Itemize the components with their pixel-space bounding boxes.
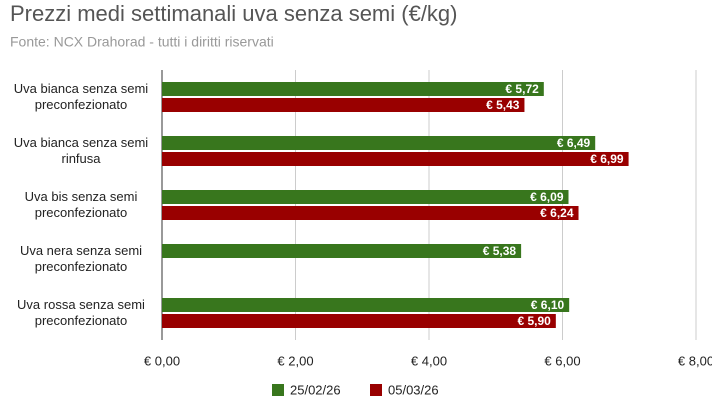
bar xyxy=(162,206,579,220)
bar xyxy=(162,82,544,96)
data-label: € 6,49 xyxy=(557,136,591,150)
bar xyxy=(162,190,569,204)
x-tick-label: € 2,00 xyxy=(277,353,313,368)
x-tick-label: € 8,00 xyxy=(678,353,712,368)
chart-subtitle: Fonte: NCX Drahorad - tutti i diritti ri… xyxy=(10,34,274,50)
bar xyxy=(162,244,522,258)
legend-label: 25/02/26 xyxy=(290,382,341,397)
data-label: € 6,09 xyxy=(530,190,564,204)
bar xyxy=(162,98,525,112)
data-label: € 5,38 xyxy=(483,244,517,258)
x-tick-label: € 0,00 xyxy=(144,353,180,368)
y-tick-label: Uva bianca senza semi rinfusa xyxy=(13,135,149,166)
y-tick-label: Uva bis senza semi preconfezionato xyxy=(24,189,138,220)
bar xyxy=(162,314,556,328)
bar xyxy=(162,152,629,166)
data-label: € 5,43 xyxy=(486,98,520,112)
legend-swatch xyxy=(272,384,284,396)
bar xyxy=(162,136,596,150)
y-tick-label: Uva rossa senza semi preconfezionato xyxy=(17,297,145,328)
data-label: € 5,72 xyxy=(505,82,539,96)
y-tick-label: Uva bianca senza semi preconfezionato xyxy=(13,81,149,112)
bar xyxy=(162,298,570,312)
chart-title: Prezzi medi settimanali uva senza semi (… xyxy=(10,1,458,26)
data-label: € 5,90 xyxy=(517,314,551,328)
x-tick-label: € 6,00 xyxy=(544,353,580,368)
data-label: € 6,99 xyxy=(590,152,624,166)
data-label: € 6,10 xyxy=(531,298,565,312)
legend-swatch xyxy=(370,384,382,396)
legend-label: 05/03/26 xyxy=(388,382,439,397)
data-label: € 6,24 xyxy=(540,206,574,220)
x-tick-label: € 4,00 xyxy=(411,353,447,368)
y-tick-label: Uva nera senza semi preconfezionato xyxy=(19,243,143,274)
